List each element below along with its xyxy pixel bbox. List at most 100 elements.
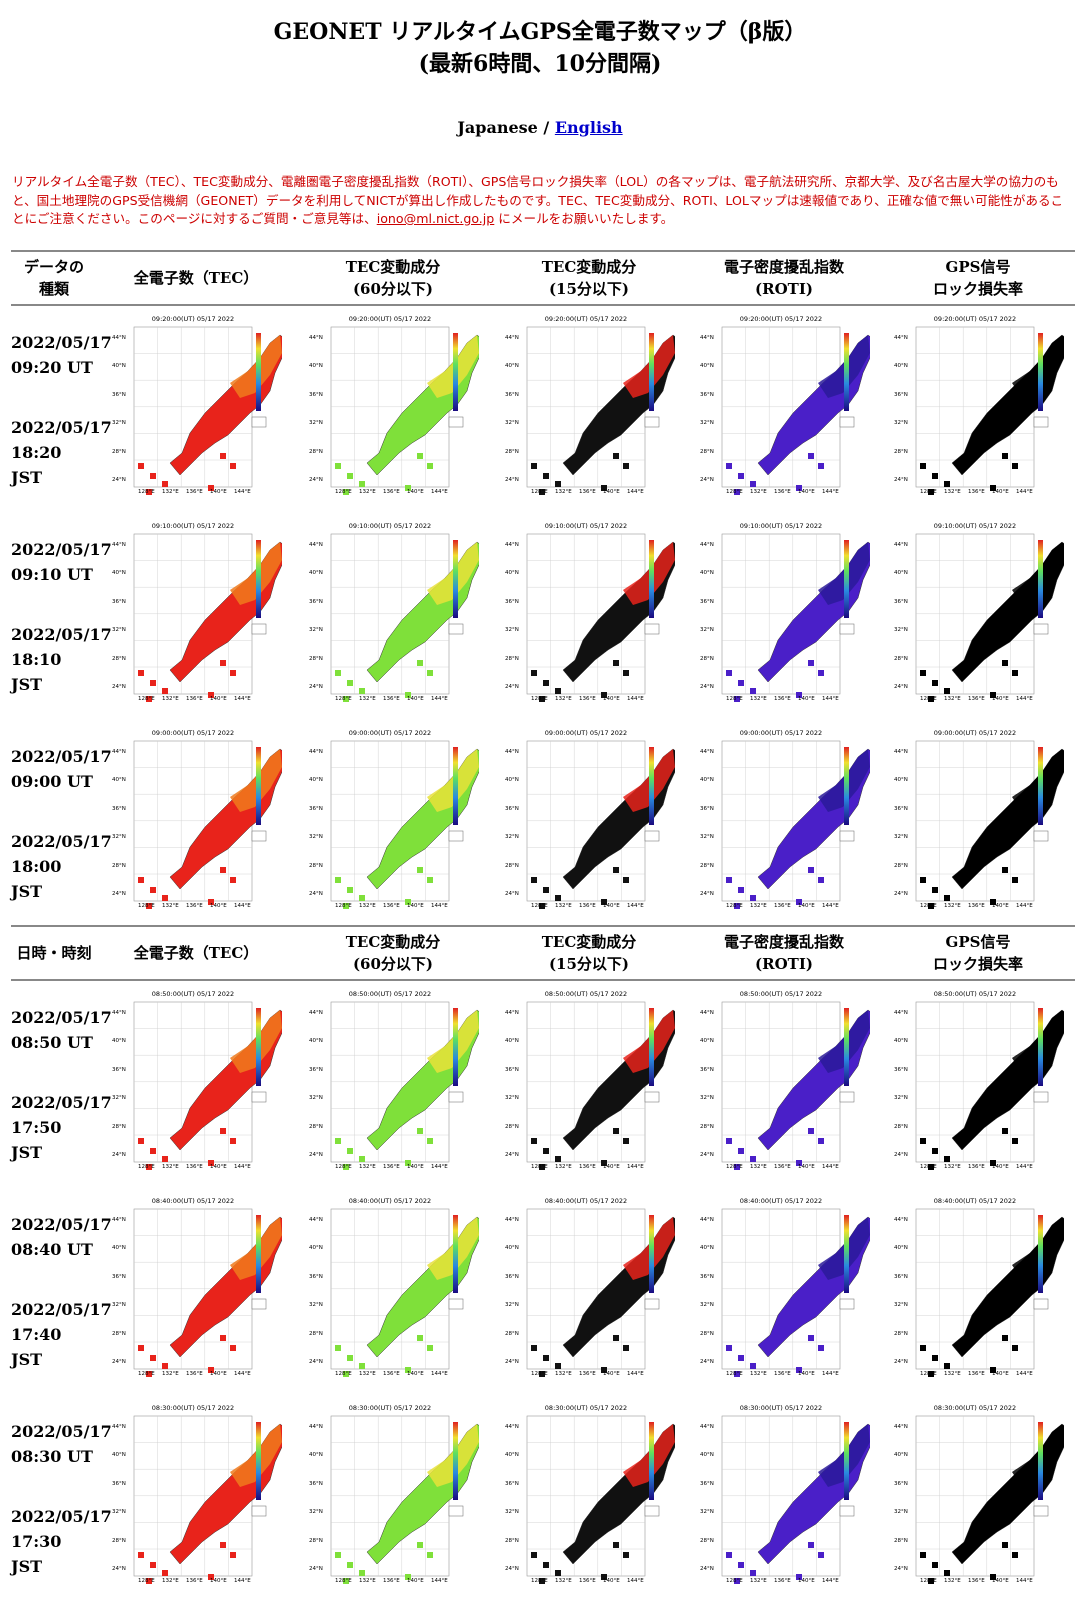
lon-label: 140°E xyxy=(798,1163,815,1170)
map-cell: 09:20:00(UT) 05/17 2022 44°N 40°N 36°N 32°N 2… xyxy=(881,305,1075,513)
map-dtec60[interactable]: 09:20:00(UT) 05/17 2022 44°N 40°N 36°N 32°N 2… xyxy=(307,313,479,503)
map-tec[interactable]: 08:40:00(UT) 05/17 2022 44°N 40°N 36°N 32°N 2… xyxy=(110,1195,282,1385)
map-lol[interactable]: 09:00:00(UT) 05/17 2022 44°N 40°N 36°N 32°N 2… xyxy=(892,727,1064,917)
lat-label: 24°N xyxy=(894,1152,908,1158)
map-dtec60[interactable]: 09:00:00(UT) 05/17 2022 44°N 40°N 36°N 32°N 2… xyxy=(307,727,479,917)
map-timestamp: 08:40:00(UT) 05/17 2022 xyxy=(348,1196,432,1205)
map-timestamp: 08:40:00(UT) 05/17 2022 xyxy=(933,1196,1017,1205)
lon-label: 144°E xyxy=(234,1163,251,1170)
map-dtec15[interactable]: 08:40:00(UT) 05/17 2022 44°N 40°N 36°N 32°N 2… xyxy=(503,1195,675,1385)
lat-label: 40°N xyxy=(112,1452,126,1458)
map-dtec15[interactable]: 08:30:00(UT) 05/17 2022 44°N 40°N 36°N 32°N 2… xyxy=(503,1402,675,1592)
lon-label: 136°E xyxy=(383,1370,400,1377)
lon-label: 136°E xyxy=(186,695,203,702)
map-roti[interactable]: 08:50:00(UT) 05/17 2022 44°N 40°N 36°N 32°N 2… xyxy=(698,988,870,1178)
map-dtec60[interactable]: 08:30:00(UT) 05/17 2022 44°N 40°N 36°N 32°N 2… xyxy=(307,1402,479,1592)
lat-label: 44°N xyxy=(112,1009,126,1016)
lat-label: 40°N xyxy=(700,777,714,783)
map-dtec60[interactable]: 08:50:00(UT) 05/17 2022 44°N 40°N 36°N 32°N 2… xyxy=(307,988,479,1178)
lon-label: 144°E xyxy=(1016,1370,1033,1377)
lon-label: 132°E xyxy=(555,488,572,495)
lat-label: 24°N xyxy=(309,477,323,483)
lon-label: 128°E xyxy=(138,1577,155,1584)
lat-label: 36°N xyxy=(309,1066,323,1073)
map-lol[interactable]: 08:40:00(UT) 05/17 2022 44°N 40°N 36°N 32°N 2… xyxy=(892,1195,1064,1385)
time-ut: 09:10 UT xyxy=(11,564,93,584)
lat-label: 24°N xyxy=(505,1359,519,1365)
map-timestamp: 09:00:00(UT) 05/17 2022 xyxy=(348,728,432,737)
lat-label: 32°N xyxy=(309,420,323,426)
header-line2: (15分以下) xyxy=(548,955,630,973)
map-lol[interactable]: 09:20:00(UT) 05/17 2022 44°N 40°N 36°N 32°N 2… xyxy=(892,313,1064,503)
map-timestamp: 09:10:00(UT) 05/17 2022 xyxy=(348,521,432,530)
lat-label: 24°N xyxy=(112,1566,126,1572)
map-lol[interactable]: 08:30:00(UT) 05/17 2022 44°N 40°N 36°N 32°N 2… xyxy=(892,1402,1064,1592)
table2-header-2: TEC変動成分 (60分以下) xyxy=(295,925,491,981)
map-dtec15[interactable]: 09:10:00(UT) 05/17 2022 44°N 40°N 36°N 32°N 2… xyxy=(503,520,675,710)
lon-label: 132°E xyxy=(555,695,572,702)
map-tec[interactable]: 09:00:00(UT) 05/17 2022 44°N 40°N 36°N 32°N 2… xyxy=(110,727,282,917)
map-roti[interactable]: 08:30:00(UT) 05/17 2022 44°N 40°N 36°N 32°N 2… xyxy=(698,1402,870,1592)
spacer xyxy=(11,1262,96,1297)
lat-label: 24°N xyxy=(112,477,126,483)
map-roti[interactable]: 09:20:00(UT) 05/17 2022 44°N 40°N 36°N 32°N 2… xyxy=(698,313,870,503)
map-tec[interactable]: 09:10:00(UT) 05/17 2022 44°N 40°N 36°N 32°N 2… xyxy=(110,520,282,710)
lat-label: 44°N xyxy=(505,748,519,755)
map-tec[interactable]: 09:20:00(UT) 05/17 2022 44°N 40°N 36°N 32°N 2… xyxy=(110,313,282,503)
lat-label: 36°N xyxy=(505,1066,519,1073)
map-dtec60[interactable]: 08:40:00(UT) 05/17 2022 44°N 40°N 36°N 32°N 2… xyxy=(307,1195,479,1385)
map-dtec15[interactable]: 08:50:00(UT) 05/17 2022 44°N 40°N 36°N 32°N 2… xyxy=(503,988,675,1178)
map-roti[interactable]: 09:00:00(UT) 05/17 2022 44°N 40°N 36°N 32°N 2… xyxy=(698,727,870,917)
map-lol[interactable]: 08:50:00(UT) 05/17 2022 44°N 40°N 36°N 32°N 2… xyxy=(892,988,1064,1178)
lon-label: 132°E xyxy=(359,488,376,495)
map-roti[interactable]: 09:10:00(UT) 05/17 2022 44°N 40°N 36°N 32°N 2… xyxy=(698,520,870,710)
lang-english-link[interactable]: English xyxy=(554,118,623,137)
lon-label: 128°E xyxy=(920,1577,937,1584)
lat-label: 32°N xyxy=(700,1095,714,1101)
time-cell: 2022/05/17 08:50 UT 2022/05/17 17:50 JST xyxy=(11,980,112,1188)
lat-label: 24°N xyxy=(505,1152,519,1158)
date-ut: 2022/05/17 xyxy=(11,1421,112,1441)
map-dtec15[interactable]: 09:00:00(UT) 05/17 2022 44°N 40°N 36°N 32°N 2… xyxy=(503,727,675,917)
map-dtec15[interactable]: 09:20:00(UT) 05/17 2022 44°N 40°N 36°N 32°N 2… xyxy=(503,313,675,503)
lon-label: 144°E xyxy=(431,1163,448,1170)
lat-label: 32°N xyxy=(505,1509,519,1515)
lon-label: 144°E xyxy=(431,695,448,702)
lon-label: 128°E xyxy=(138,695,155,702)
time-jst: 17:40 JST xyxy=(11,1324,62,1369)
lat-label: 40°N xyxy=(112,570,126,576)
lon-label: 140°E xyxy=(992,1370,1009,1377)
lat-label: 40°N xyxy=(112,363,126,369)
map-table-1: データの 種類 全電子数（TEC） TEC変動成分 (60分以下) TEC変動成分 (15分… xyxy=(11,250,1075,927)
header-line2: (ROTI) xyxy=(755,280,813,298)
lat-label: 24°N xyxy=(700,1152,714,1158)
lon-label: 128°E xyxy=(335,1577,352,1584)
time-cell: 2022/05/17 08:30 UT 2022/05/17 17:30 JST xyxy=(11,1395,112,1602)
lon-label: 144°E xyxy=(1016,695,1033,702)
lat-label: 36°N xyxy=(894,391,908,398)
map-tec[interactable]: 08:50:00(UT) 05/17 2022 44°N 40°N 36°N 32°N 2… xyxy=(110,988,282,1178)
map-timestamp: 08:30:00(UT) 05/17 2022 xyxy=(739,1403,823,1412)
map-lol[interactable]: 09:10:00(UT) 05/17 2022 44°N 40°N 36°N 32°N 2… xyxy=(892,520,1064,710)
lon-label: 128°E xyxy=(335,1370,352,1377)
map-cell: 08:50:00(UT) 05/17 2022 44°N 40°N 36°N 32°N 2… xyxy=(491,980,687,1188)
map-timestamp: 09:10:00(UT) 05/17 2022 xyxy=(933,521,1017,530)
lat-label: 24°N xyxy=(309,1359,323,1365)
lat-label: 28°N xyxy=(309,1537,323,1544)
map-dtec60[interactable]: 09:10:00(UT) 05/17 2022 44°N 40°N 36°N 32°N 2… xyxy=(307,520,479,710)
lat-label: 36°N xyxy=(309,598,323,605)
lat-label: 44°N xyxy=(112,541,126,548)
header-line1: 電子密度擾乱指数 xyxy=(723,258,844,276)
lat-label: 44°N xyxy=(700,334,714,341)
map-tec[interactable]: 08:30:00(UT) 05/17 2022 44°N 40°N 36°N 32°N 2… xyxy=(110,1402,282,1592)
lat-label: 28°N xyxy=(700,655,714,662)
map-cell: 09:10:00(UT) 05/17 2022 44°N 40°N 36°N 32°N 2… xyxy=(295,513,491,720)
map-roti[interactable]: 08:40:00(UT) 05/17 2022 44°N 40°N 36°N 32°N 2… xyxy=(698,1195,870,1385)
lat-label: 28°N xyxy=(700,862,714,869)
date-jst: 2022/05/17 xyxy=(11,831,112,851)
lat-label: 32°N xyxy=(309,1095,323,1101)
lat-label: 44°N xyxy=(894,1216,908,1223)
lat-label: 24°N xyxy=(894,684,908,690)
lon-label: 144°E xyxy=(234,1577,251,1584)
email-link[interactable]: iono@ml.nict.go.jp xyxy=(376,211,495,226)
